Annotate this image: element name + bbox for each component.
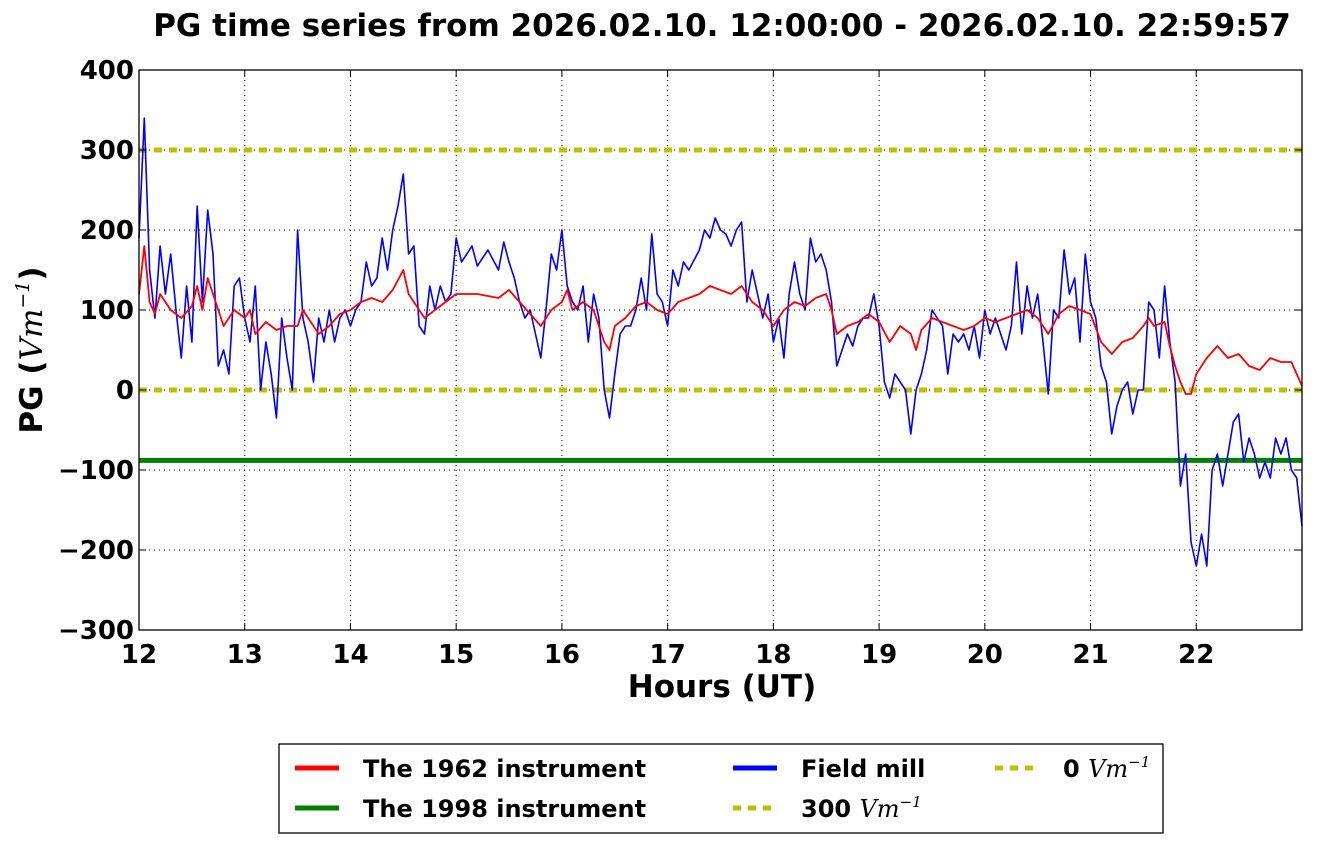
legend-label-unit: Vm	[1088, 755, 1128, 783]
y-tick-label: 200	[80, 216, 134, 246]
legend-label: 300 Vm−1	[801, 793, 922, 823]
legend-label: Field mill	[801, 755, 925, 783]
legend-label: The 1962 instrument	[363, 755, 646, 783]
x-axis-label: Hours (UT)	[628, 669, 817, 705]
x-tick-label: 12	[121, 640, 157, 670]
y-tick-label: 100	[80, 296, 134, 326]
y-axis-label-unit: Vm	[14, 309, 50, 361]
y-axis-label-prefix: PG (	[14, 360, 50, 433]
legend-label-exponent: −1	[1128, 753, 1150, 771]
legend-label-text: The 1998 instrument	[363, 795, 646, 823]
legend-label-text: The 1962 instrument	[363, 755, 646, 783]
y-tick-label: −300	[58, 616, 134, 646]
chart-title: PG time series from 2026.02.10. 12:00:00…	[153, 8, 1291, 44]
x-tick-label: 22	[1178, 640, 1214, 670]
legend-label-text: 300	[801, 795, 859, 823]
axis-ticks: 12 13 14 15 16 17 18 19 20 21 22 400 300 200 100 0 −100 −…	[58, 56, 1302, 670]
plot-area	[138, 117, 1303, 567]
legend-label-unit: Vm	[859, 795, 899, 823]
series-line-the-1962-instrument	[138, 245, 1303, 395]
legend: The 1962 instrument The 1998 instrument Fi…	[278, 743, 1164, 834]
legend-label-text: 0	[1063, 755, 1088, 783]
x-tick-label: 19	[861, 640, 897, 670]
y-tick-label: 0	[116, 376, 134, 406]
y-tick-label: −200	[58, 536, 134, 566]
y-axis-label: PG (Vm−1)	[12, 266, 50, 433]
series-line-field-mill	[138, 117, 1303, 567]
x-tick-label: 16	[544, 640, 580, 670]
x-tick-label: 18	[755, 640, 791, 670]
y-axis-label-exponent: −1	[12, 281, 34, 309]
y-tick-label: −100	[58, 456, 134, 486]
y-axis-label-suffix: )	[14, 266, 50, 280]
legend-label-text: Field mill	[801, 755, 925, 783]
legend-label-exponent: −1	[900, 793, 922, 811]
legend-label: The 1998 instrument	[363, 795, 646, 823]
x-tick-label: 13	[227, 640, 263, 670]
x-tick-label: 14	[332, 640, 368, 670]
plot-frame	[138, 69, 1303, 631]
y-tick-label: 400	[80, 56, 134, 86]
x-tick-label: 20	[967, 640, 1003, 670]
x-tick-label: 21	[1072, 640, 1108, 670]
legend-label: 0 Vm−1	[1063, 753, 1150, 783]
x-tick-label: 15	[438, 640, 474, 670]
y-tick-label: 300	[80, 136, 134, 166]
grid	[138, 69, 1302, 631]
x-tick-label: 17	[650, 640, 686, 670]
legend-box	[278, 743, 1164, 834]
